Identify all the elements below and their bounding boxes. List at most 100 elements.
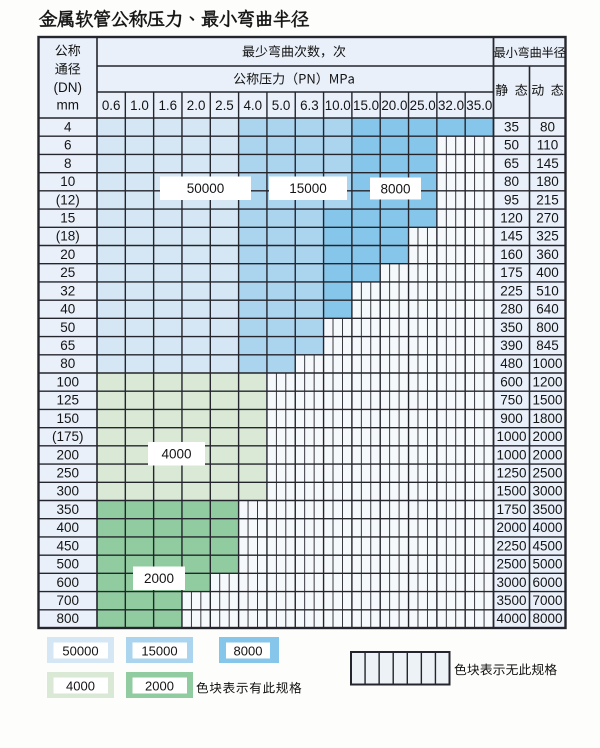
svg-text:2000: 2000	[496, 520, 526, 535]
svg-text:7000: 7000	[532, 593, 562, 608]
svg-text:mm: mm	[57, 98, 80, 113]
svg-text:5000: 5000	[532, 557, 562, 572]
svg-text:3000: 3000	[496, 575, 526, 590]
svg-text:10.0: 10.0	[325, 98, 351, 113]
svg-text:(DN): (DN)	[54, 80, 83, 95]
svg-text:4000: 4000	[496, 611, 526, 626]
svg-text:50: 50	[504, 138, 519, 153]
svg-text:1500: 1500	[496, 484, 526, 499]
svg-text:95: 95	[504, 192, 519, 207]
svg-text:1200: 1200	[532, 374, 562, 389]
svg-text:2250: 2250	[496, 538, 526, 553]
svg-text:10: 10	[60, 174, 75, 189]
svg-text:2500: 2500	[496, 557, 526, 572]
svg-text:300: 300	[56, 484, 79, 499]
svg-text:4000: 4000	[161, 447, 191, 462]
svg-text:80: 80	[60, 356, 75, 371]
svg-text:800: 800	[536, 320, 559, 335]
svg-text:1.6: 1.6	[158, 98, 177, 113]
svg-text:1750: 1750	[496, 502, 526, 517]
svg-text:1.0: 1.0	[130, 98, 149, 113]
svg-text:160: 160	[500, 247, 523, 262]
svg-text:8: 8	[64, 156, 72, 171]
svg-text:65: 65	[504, 156, 519, 171]
svg-text:400: 400	[56, 520, 79, 535]
svg-text:35: 35	[504, 119, 519, 134]
svg-text:145: 145	[536, 156, 559, 171]
svg-text:50: 50	[60, 320, 75, 335]
svg-text:50000: 50000	[187, 181, 225, 196]
svg-text:5.0: 5.0	[272, 98, 291, 113]
svg-text:6: 6	[64, 138, 72, 153]
svg-text:2000: 2000	[145, 678, 174, 693]
svg-text:50000: 50000	[62, 643, 98, 658]
svg-text:225: 225	[500, 283, 523, 298]
svg-text:(18): (18)	[56, 229, 80, 244]
svg-text:180: 180	[536, 174, 559, 189]
svg-text:80: 80	[540, 119, 555, 134]
svg-text:480: 480	[500, 356, 523, 371]
svg-text:(175): (175)	[52, 429, 84, 444]
svg-text:15.0: 15.0	[353, 98, 379, 113]
svg-text:510: 510	[536, 283, 559, 298]
svg-text:8000: 8000	[380, 181, 410, 196]
svg-text:4000: 4000	[532, 520, 562, 535]
svg-text:4500: 4500	[532, 538, 562, 553]
svg-text:2.0: 2.0	[187, 98, 206, 113]
svg-text:80: 80	[504, 174, 519, 189]
svg-text:20: 20	[60, 247, 75, 262]
svg-text:3500: 3500	[496, 593, 526, 608]
svg-text:600: 600	[500, 374, 523, 389]
svg-text:110: 110	[537, 138, 559, 153]
svg-text:15000: 15000	[289, 181, 327, 196]
svg-text:125: 125	[56, 393, 79, 408]
svg-text:8000: 8000	[234, 643, 263, 658]
svg-text:40: 40	[60, 302, 75, 317]
svg-text:215: 215	[536, 192, 559, 207]
svg-text:4000: 4000	[66, 678, 95, 693]
svg-text:900: 900	[500, 411, 523, 426]
svg-text:100: 100	[56, 374, 79, 389]
svg-text:1800: 1800	[532, 411, 562, 426]
svg-text:280: 280	[500, 302, 523, 317]
svg-text:1000: 1000	[496, 429, 526, 444]
svg-text:15: 15	[60, 210, 75, 225]
svg-text:32: 32	[60, 283, 75, 298]
svg-text:1250: 1250	[496, 465, 526, 480]
svg-text:1500: 1500	[532, 393, 562, 408]
svg-text:270: 270	[536, 210, 559, 225]
svg-text:3500: 3500	[532, 502, 562, 517]
svg-text:360: 360	[536, 247, 559, 262]
svg-text:1000: 1000	[532, 356, 562, 371]
svg-text:325: 325	[536, 229, 559, 244]
svg-text:6000: 6000	[532, 575, 562, 590]
svg-text:15000: 15000	[141, 643, 177, 658]
svg-text:120: 120	[500, 210, 523, 225]
svg-text:6.3: 6.3	[300, 98, 319, 113]
svg-text:600: 600	[56, 575, 79, 590]
svg-text:390: 390	[500, 338, 523, 353]
svg-text:65: 65	[60, 338, 75, 353]
svg-text:25: 25	[60, 265, 75, 280]
svg-text:2.5: 2.5	[215, 98, 234, 113]
svg-text:400: 400	[536, 265, 559, 280]
svg-text:800: 800	[56, 611, 79, 626]
svg-text:350: 350	[56, 502, 79, 517]
svg-text:145: 145	[500, 229, 523, 244]
svg-text:1000: 1000	[496, 447, 526, 462]
svg-text:4: 4	[64, 119, 72, 134]
svg-text:0.6: 0.6	[102, 98, 121, 113]
svg-text:20.0: 20.0	[381, 98, 407, 113]
svg-text:3000: 3000	[532, 484, 562, 499]
svg-text:350: 350	[500, 320, 523, 335]
svg-text:150: 150	[56, 411, 79, 426]
svg-text:750: 750	[500, 393, 523, 408]
svg-text:640: 640	[536, 302, 559, 317]
svg-text:2000: 2000	[144, 571, 174, 586]
svg-text:2500: 2500	[532, 465, 562, 480]
svg-text:8000: 8000	[532, 611, 562, 626]
svg-text:450: 450	[56, 538, 79, 553]
svg-text:25.0: 25.0	[410, 98, 436, 113]
svg-text:2000: 2000	[532, 429, 562, 444]
svg-text:35.0: 35.0	[466, 98, 492, 113]
